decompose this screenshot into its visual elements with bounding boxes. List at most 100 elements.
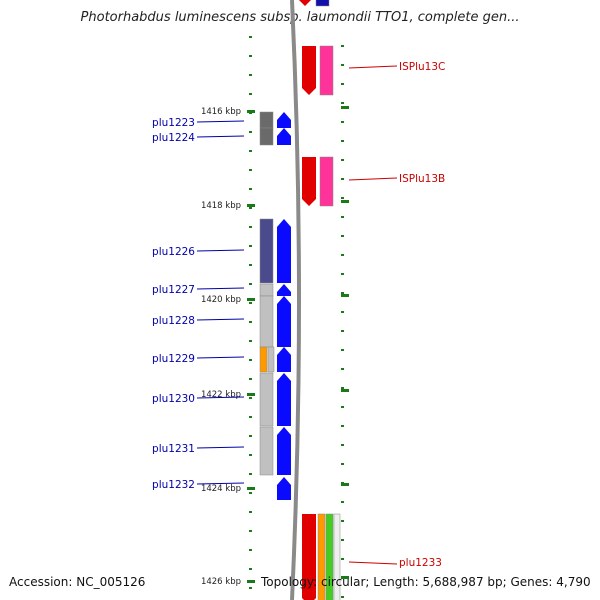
cog-block-plu1229 (259, 346, 268, 373)
gene-label-plu1227: plu1227 (152, 284, 195, 296)
minor-tick (341, 83, 344, 85)
minor-tick (249, 93, 252, 95)
minor-tick (249, 188, 252, 190)
cds-arrow-plu1232 (277, 477, 291, 500)
minor-tick (249, 245, 252, 247)
cog-block-plu1233-b (325, 513, 334, 600)
gene-label-plu1228: plu1228 (152, 315, 195, 327)
minor-tick (249, 55, 252, 57)
cds-arrow-plu1233 (302, 514, 316, 600)
cog-block-plu1233 (317, 513, 326, 600)
minor-tick (341, 406, 344, 408)
gene-label-plu1230: plu1230 (152, 393, 195, 405)
mobile-arrow-ISPlu13B (302, 157, 316, 206)
minor-tick (341, 349, 344, 351)
minor-tick (341, 197, 344, 199)
cds-arrow-plu1231 (277, 427, 291, 475)
mobile-block-ISPlu13B (319, 156, 334, 207)
mobile-label-ISPlu13C: ISPlu13C (399, 61, 445, 73)
minor-tick (249, 359, 252, 361)
gene-label-plu1224: plu1224 (152, 132, 195, 144)
cds-arrow-plu1230 (277, 373, 291, 426)
minor-tick (249, 264, 252, 266)
tick-marks (247, 36, 349, 598)
major-tick (247, 110, 255, 113)
cog-block-plu1228 (259, 295, 274, 348)
gene-label-plu1226: plu1226 (152, 246, 195, 258)
major-tick-right (341, 389, 349, 392)
major-tick (247, 393, 255, 396)
minor-tick (341, 235, 344, 237)
kbp-tick-label: 1426 kbp (201, 577, 241, 587)
cds-arrow-plu1228 (277, 296, 291, 347)
minor-tick (341, 501, 344, 503)
minor-tick (341, 311, 344, 313)
minor-tick (249, 321, 252, 323)
minor-tick (341, 121, 344, 123)
cog-block-top (315, 0, 330, 7)
minor-tick (341, 444, 344, 446)
minor-tick (341, 539, 344, 541)
mobile-label-ISPlu13B: ISPlu13B (399, 173, 445, 185)
minor-tick (249, 131, 252, 133)
major-tick-right (341, 200, 349, 203)
leader-line (196, 318, 245, 321)
minor-tick (249, 340, 252, 342)
minor-tick (249, 473, 252, 475)
cds-arrow-plu1227 (277, 284, 291, 296)
leader-line (196, 120, 245, 123)
cds-arrow-plu1229 (277, 347, 291, 372)
gene-label-plu1233: plu1233 (399, 557, 442, 569)
minor-tick (249, 378, 252, 380)
minor-tick (341, 140, 344, 142)
minor-tick (249, 226, 252, 228)
major-tick-right (341, 106, 349, 109)
cog-block-plu1230 (259, 372, 274, 427)
cds-arrow-plu1223 (277, 112, 291, 128)
minor-tick (249, 150, 252, 152)
gene-label-plu1223: plu1223 (152, 117, 195, 129)
major-tick (247, 580, 255, 583)
minor-tick (341, 216, 344, 218)
cog-block-plu1223 (259, 111, 274, 129)
topology-label: Topology: circular; Length: 5,688,987 bp… (261, 575, 591, 589)
minor-tick (341, 159, 344, 161)
minor-tick (341, 102, 344, 104)
feature-labels: 1416 kbp 1418 kbp 1420 kbp 1422 kbp 1424 kbp… (152, 61, 445, 587)
minor-tick (341, 520, 344, 522)
gene-label-plu1229: plu1229 (152, 353, 195, 365)
major-tick-right (341, 483, 349, 486)
kbp-tick-label: 1422 kbp (201, 390, 241, 400)
cog-block-plu1227 (259, 283, 274, 297)
minor-tick (249, 36, 252, 38)
minor-tick (341, 558, 344, 560)
kbp-tick-label: 1424 kbp (201, 484, 241, 494)
cog-block-plu1229-b (267, 346, 275, 373)
cog-block-plu1231 (259, 426, 274, 476)
gene-label-plu1231: plu1231 (152, 443, 195, 455)
minor-tick (341, 178, 344, 180)
minor-tick (249, 549, 252, 551)
minor-tick (249, 283, 252, 285)
minor-tick (341, 596, 344, 598)
minor-tick (341, 387, 344, 389)
kbp-tick-label: 1416 kbp (201, 107, 241, 117)
cds-arrow-top (299, 0, 311, 6)
minor-tick (249, 74, 252, 76)
minor-tick (249, 435, 252, 437)
mobile-arrow-ISPlu13C (302, 46, 316, 95)
minor-tick (341, 330, 344, 332)
cds-arrow-plu1224 (277, 128, 291, 145)
minor-tick (249, 169, 252, 171)
cog-block-plu1233-c (333, 513, 341, 600)
minor-tick (249, 587, 252, 589)
leader-line (196, 249, 245, 252)
minor-tick (249, 530, 252, 532)
cog-block-plu1224 (259, 127, 274, 146)
minor-tick (249, 568, 252, 570)
minor-tick (249, 454, 252, 456)
leader-line (196, 287, 245, 290)
minor-tick (341, 64, 344, 66)
leader-line (348, 561, 398, 565)
